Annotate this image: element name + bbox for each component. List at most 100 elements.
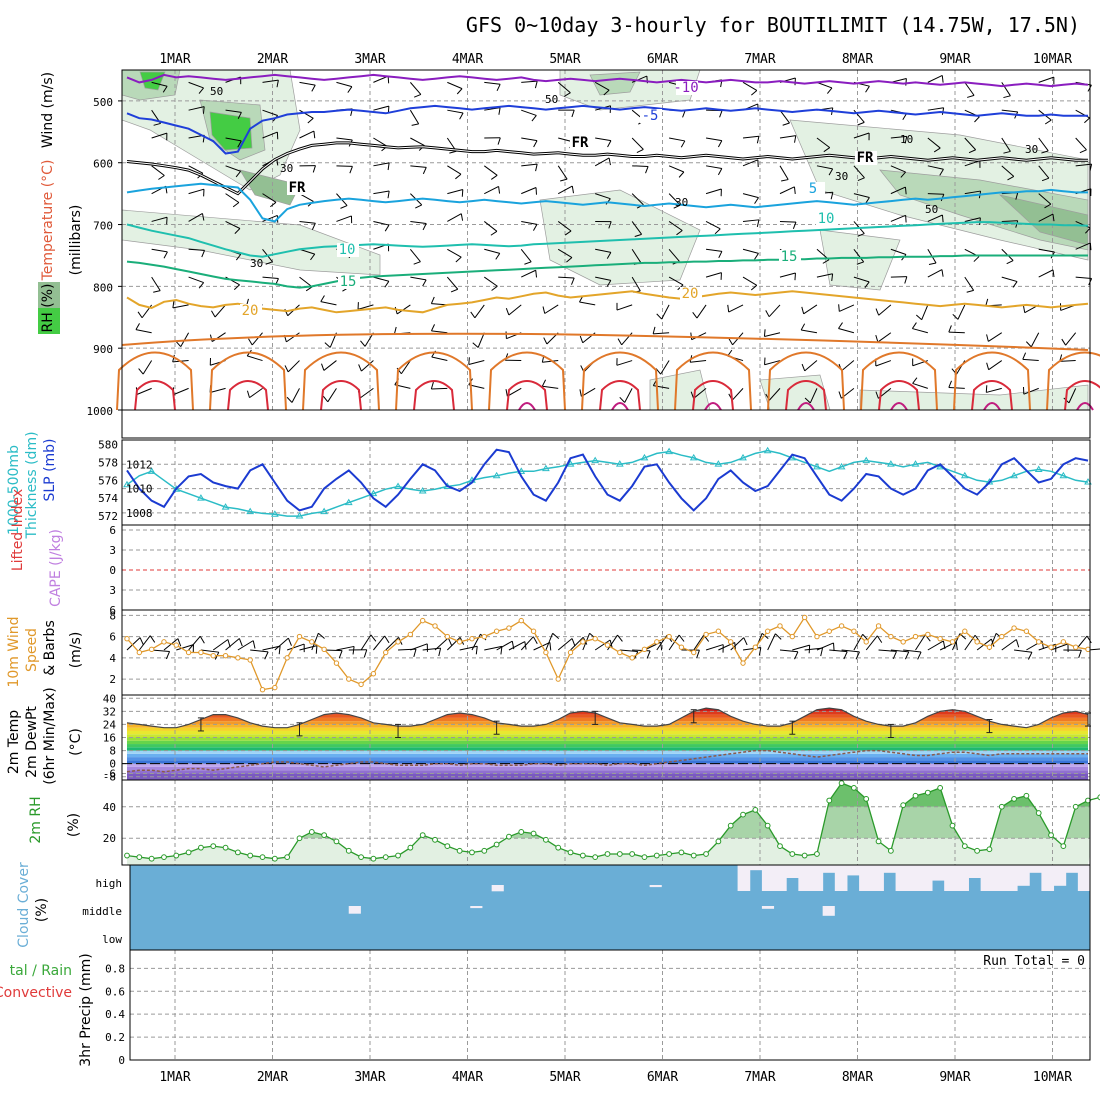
isotherm-25-cycle [488,351,566,411]
upper-wind-barb [225,221,241,229]
upper-wind-barb [299,276,313,288]
upper-wind-barb-flag [728,338,734,346]
upper-wind-barb [668,193,681,206]
rh2m-marker [752,807,759,813]
wind10-barb [816,642,834,651]
upper-wind-barb [521,220,538,225]
rh2m-marker [653,852,660,859]
upper-wind-barb [853,248,865,263]
contour-label-bg [779,250,801,264]
upper-wind-barb-flag [875,391,879,399]
upper-wind-barb-flag [237,112,242,119]
wind10-barb [632,649,651,652]
upper-wind-barb [135,329,152,334]
wind10-marker [309,639,315,645]
upper-wind-barb [1038,269,1054,278]
upper-wind-barb-flag [985,298,989,306]
rh2m-marker [542,836,549,843]
upper-wind-barb-flag [904,276,908,284]
rh2m-marker [678,849,685,856]
upper-wind-barb [299,109,314,119]
wind10-barb-flag [917,651,922,660]
slp-thickness-panel: 572 574 576 578 580 1008 1010 1012 [98,438,1092,526]
rh2m-marker [604,851,611,857]
rh2m-marker [1060,843,1067,850]
upper-wind-barb-flag [496,84,501,92]
upper-wind-barb-flag [324,342,331,348]
cloud-high-gap [822,865,836,873]
upper-wind-barb-flag [1041,177,1050,182]
temp-tick-label: 32 [103,705,116,718]
wind10-barb-flag [338,650,343,659]
upper-wind-barb-flag [902,113,907,121]
upper-wind-barb [668,221,683,231]
upper-wind-barb-flag [422,167,427,175]
upper-wind-barb-flag [717,140,723,148]
upper-wind-barb-flag [384,224,390,232]
upper-wind-barb [262,79,279,83]
upper-wind-barb [728,304,744,313]
upper-wind-barb-flag [560,178,568,182]
upper-wind-barb [927,269,943,278]
rh2m-marker [974,847,981,854]
upper-wind-barb [188,276,204,284]
upper-wind-barb-flag [450,288,458,293]
wind10-marker [654,639,660,645]
upper-wind-barb-flag [634,233,642,237]
wind10-barb-flag [363,649,368,658]
upper-wind-barb-flag [967,94,975,98]
upper-wind-barb [1001,165,1015,177]
upper-wind-barb [912,382,928,389]
upper-wind-barb [360,387,374,399]
rh-contour-label: 30 [250,257,263,270]
upper-wind-barb [247,355,263,362]
upper-wind-barb-flag [986,362,990,370]
upper-wind-barb [779,272,796,278]
wind10-marker [1048,644,1054,650]
upper-wind-barb [262,109,278,117]
cloud-high-patch [491,885,504,892]
cloud-high-gap [1065,865,1079,873]
upper-wind-barb-flag [137,311,143,319]
upper-wind-barb-flag [793,186,796,195]
wind10-barb-flag [264,651,269,660]
upper-wind-barb [839,304,855,312]
pressure-tick-label: 500 [93,96,113,109]
upper-wind-barb [742,219,759,222]
temp-band [127,770,1088,774]
rh2m-marker [481,847,488,854]
bottom-date-label: 9MAR [939,1070,970,1085]
rh-contour-label: 30 [835,170,848,183]
upper-wind-barb-flag [384,281,390,288]
upper-wind-barb [660,360,670,375]
upper-wind-barb-flag [153,290,161,293]
rh2m-marker [863,795,870,802]
upper-wind-barb-flag [455,256,462,263]
upper-wind-barb-flag [175,340,182,347]
upper-wind-barb [373,162,390,167]
cloud-middle-gap [761,906,775,909]
upper-wind-barb-flag [505,308,510,316]
top-date-label: 2MAR [257,52,288,67]
cloud-high-gap [834,865,848,891]
rh2m-marker [124,852,130,859]
upper-wind-barb [890,135,907,139]
upper-wind-barb [816,81,833,89]
wind10-marker [247,657,253,663]
thickness-marker [1059,471,1068,479]
upper-wind-barb-flag [751,90,758,96]
wind10-barb [410,643,428,651]
thickness-tick-label: 580 [98,438,118,451]
wind10-barb [520,636,534,651]
upper-wind-barb-flag [313,130,316,139]
upper-wind-barb [653,332,670,335]
wind10-barb [237,640,254,651]
upper-wind-barb [964,82,975,96]
upper-wind-barb [521,137,538,142]
upper-wind-barb-flag [320,295,325,302]
wind10-barb [792,644,810,651]
upper-wind-barb [188,106,205,111]
upper-wind-barb-flag [270,201,277,208]
upper-wind-barb-flag [754,253,759,260]
lifted-axis-label: Lifted Index [10,489,26,571]
